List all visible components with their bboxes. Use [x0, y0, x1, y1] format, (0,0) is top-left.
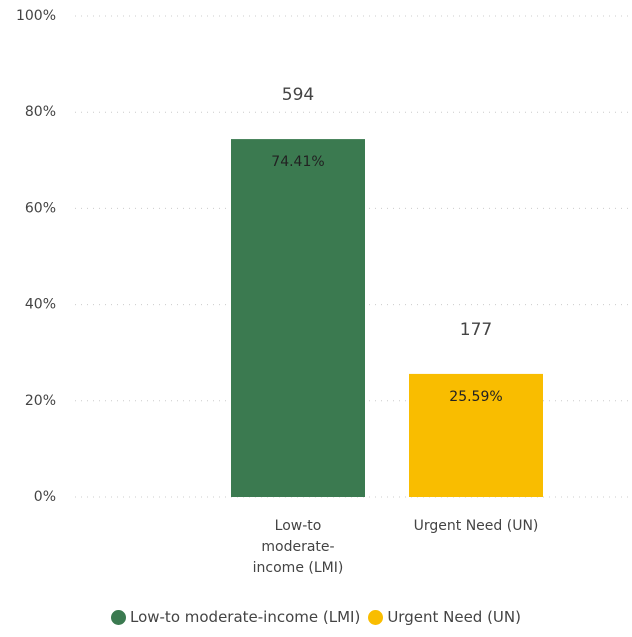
y-tick-label: 40%: [25, 297, 56, 313]
y-tick-label: 100%: [16, 8, 56, 24]
legend: Low-to moderate-income (LMI) Urgent Need …: [0, 608, 632, 626]
y-tick-label: 0%: [34, 489, 56, 505]
bar: [231, 139, 365, 498]
legend-label: Low-to moderate-income (LMI): [129, 608, 361, 626]
x-tick-label: Low-to moderate-income (LMI): [252, 518, 344, 576]
bar: [409, 373, 543, 497]
legend-item: Urgent Need (UN): [368, 608, 521, 626]
legend-label: Urgent Need (UN): [387, 608, 521, 626]
legend-item: Low-to moderate-income (LMI): [110, 608, 361, 626]
count-label: 177: [460, 320, 492, 340]
y-tick-label: 80%: [25, 104, 56, 120]
y-tick-label: 20%: [25, 393, 56, 409]
y-tick-label: 60%: [25, 200, 56, 216]
x-tick-label: Urgent Need (UN): [413, 518, 539, 534]
value-label: 25.59%: [449, 389, 502, 405]
legend-swatch: [368, 609, 384, 625]
legend-swatch: [110, 609, 126, 625]
value-label: 74.41%: [271, 154, 324, 170]
count-label: 594: [282, 85, 314, 105]
